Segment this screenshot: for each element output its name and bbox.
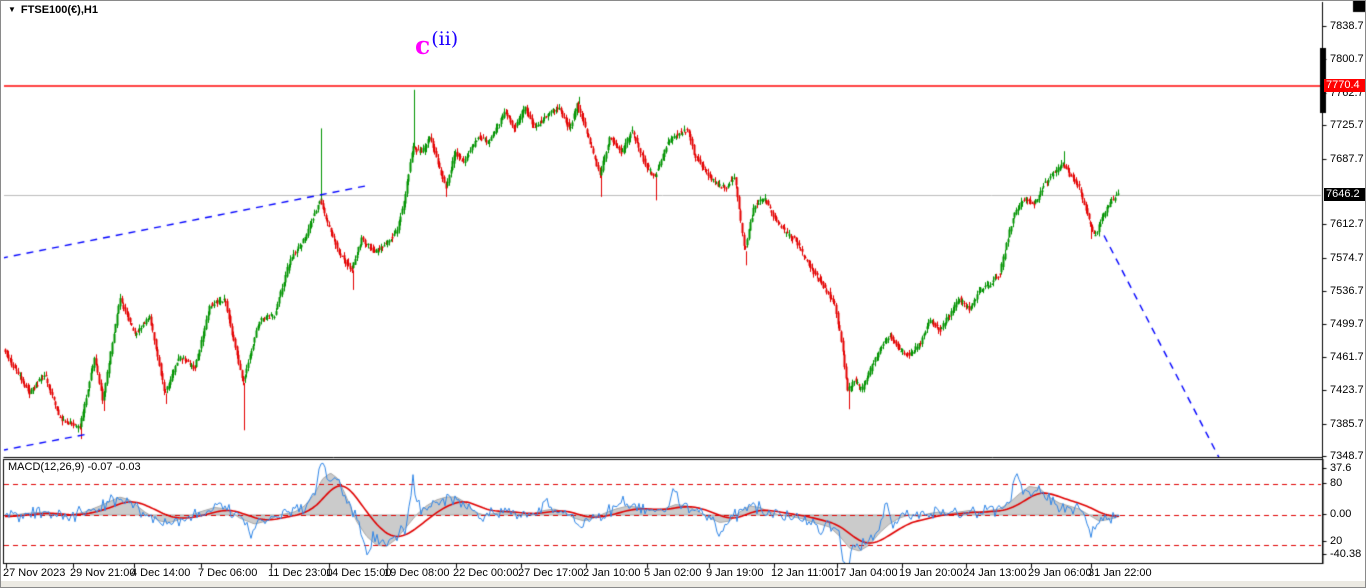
- price-axis-label: 7461.7: [1330, 350, 1364, 363]
- time-axis-label: 14 Dec 15:00: [326, 567, 392, 579]
- collapse-arrow-icon[interactable]: ▼: [8, 5, 16, 14]
- time-axis-label: 5 Jan 02:00: [644, 567, 702, 579]
- indicator-axis-label: 0.00: [1330, 508, 1352, 520]
- resistance-price-tag: 7770.4: [1324, 79, 1365, 93]
- price-axis-label: 7725.7: [1330, 119, 1364, 132]
- time-axis-label: 4 Dec 14:00: [131, 567, 191, 579]
- window-bottom-edge: [1, 581, 1365, 587]
- wave-c-label: c: [415, 31, 431, 60]
- price-axis-label: 7838.7: [1330, 20, 1364, 32]
- time-axis-label: 12 Jan 11:00: [771, 567, 834, 579]
- price-axis-label: 7612.7: [1330, 218, 1364, 231]
- wave-degree-label: (ii): [431, 28, 459, 50]
- time-axis-label: 11 Dec 23:00: [268, 567, 333, 579]
- price-axis-label: 7800.7: [1330, 53, 1364, 66]
- indicator-axis-label: 80: [1330, 477, 1343, 489]
- indicator-axis-label: 37.6: [1330, 462, 1352, 474]
- time-axis-label: 22 Dec 00:00: [453, 567, 519, 579]
- elliott-wave-annotation: c(ii): [415, 28, 459, 60]
- time-axis-label: 19 Jan 20:00: [899, 567, 963, 579]
- time-axis-label: 7 Dec 06:00: [198, 567, 258, 579]
- time-axis-label: 2 Jan 10:00: [583, 567, 641, 579]
- indicator-axis-label: 20: [1330, 535, 1343, 547]
- price-axis-label: 7687.7: [1330, 152, 1364, 165]
- time-axis-label: 31 Jan 22:00: [1088, 567, 1152, 579]
- price-axis-label: 7574.7: [1330, 251, 1364, 264]
- price-axis-label: 7499.7: [1330, 317, 1364, 330]
- price-axis-label: 7423.7: [1330, 384, 1364, 397]
- time-axis-label: 29 Jan 06:00: [1028, 567, 1092, 579]
- time-axis-label: 27 Dec 17:00: [518, 567, 584, 579]
- indicator-axis-label: -40.38: [1330, 548, 1362, 560]
- symbol-period-label: FTSE100(€),H1: [20, 4, 98, 16]
- time-axis-label: 27 Nov 2023: [3, 567, 66, 579]
- price-axis-label: 7536.7: [1330, 285, 1364, 298]
- time-axis-label: 19 Dec 08:00: [384, 567, 450, 579]
- time-axis-label: 17 Jan 04:00: [834, 567, 898, 579]
- current-price-tag: 7646.2: [1324, 188, 1365, 202]
- indicator-label: MACD(12,26,9) -0.07 -0.03: [8, 461, 141, 473]
- time-axis-label: 24 Jan 13:00: [963, 567, 1027, 579]
- chart-title: ▼ FTSE100(€),H1: [8, 4, 98, 16]
- price-axis-label: 7348.7: [1330, 450, 1364, 463]
- price-axis-label: 7385.7: [1330, 417, 1364, 430]
- time-axis-label: 9 Jan 19:00: [706, 567, 764, 579]
- time-axis-label: 29 Nov 21:00: [70, 567, 136, 579]
